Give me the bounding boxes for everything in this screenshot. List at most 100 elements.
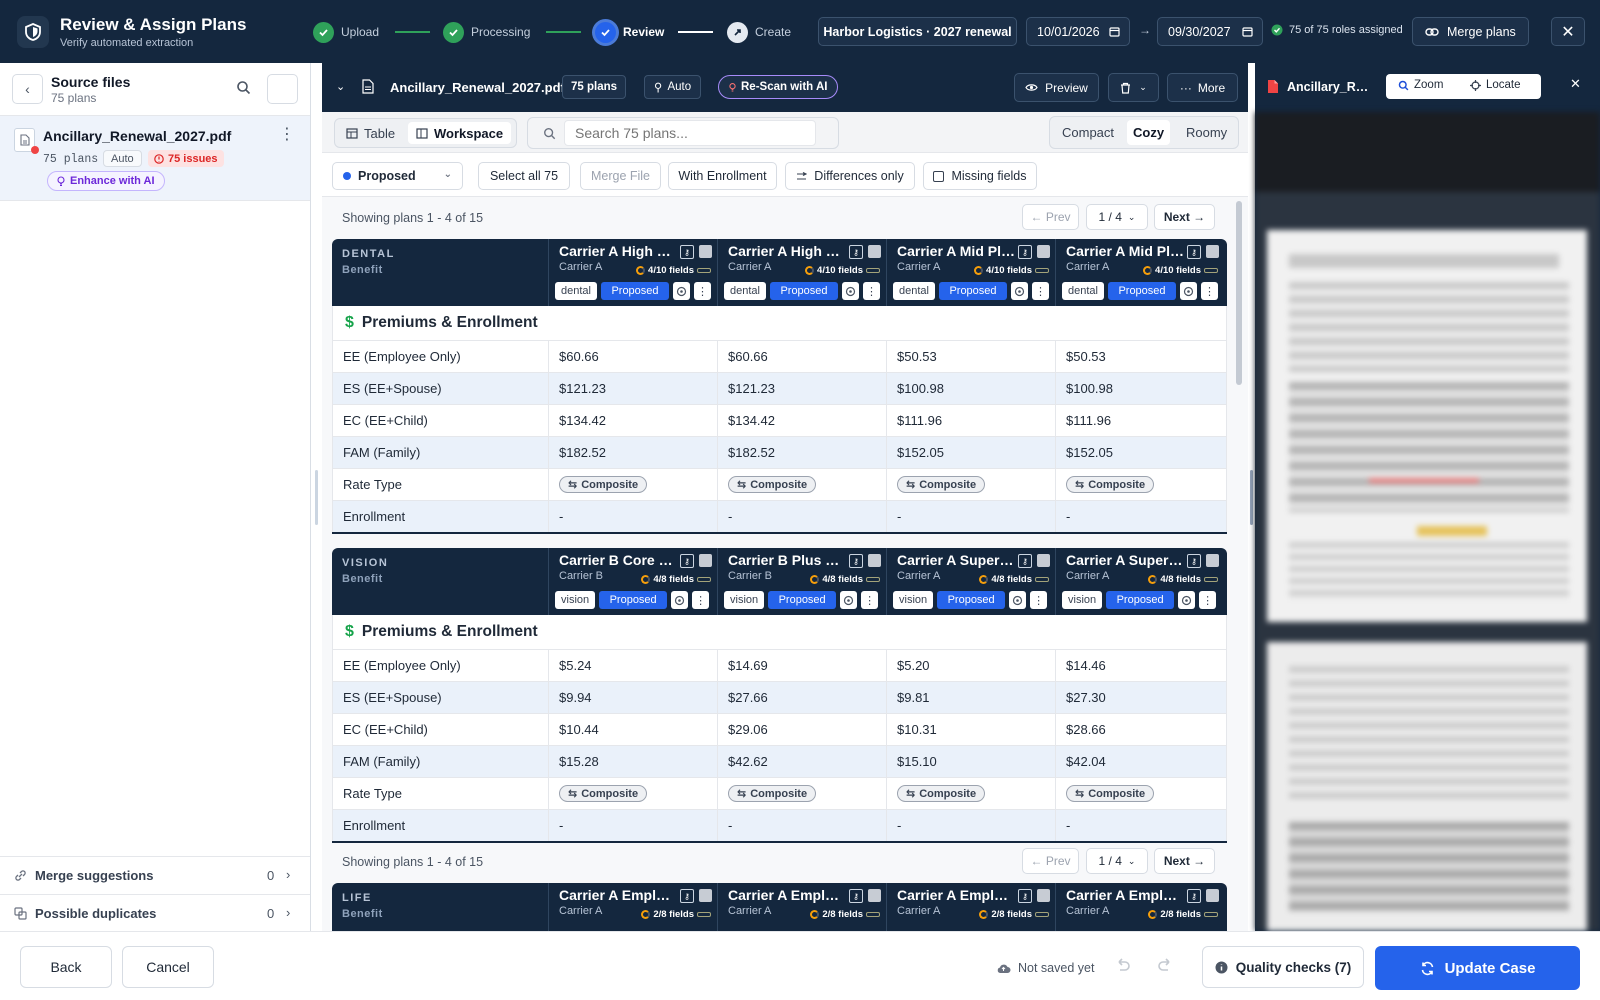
rate-type-pill[interactable]: ⇆ Composite bbox=[1066, 785, 1155, 802]
table-view-tab[interactable]: Table bbox=[339, 122, 402, 144]
rate-cell[interactable]: $29.06 bbox=[717, 714, 886, 745]
plan-column-header[interactable]: Carrier A Employee Life ⚷ Carrier A 2/8 … bbox=[548, 883, 717, 931]
page-select[interactable]: 1 / 4 ⌄ bbox=[1086, 204, 1148, 230]
prev-page-button[interactable]: ← Prev bbox=[1022, 848, 1079, 874]
rate-cell[interactable]: $50.53 bbox=[1055, 341, 1227, 372]
pdf-panel-resize-handle[interactable] bbox=[1250, 470, 1253, 525]
possible-duplicates-row[interactable]: Possible duplicates 0 › bbox=[0, 894, 310, 932]
plan-status-tag[interactable]: Proposed bbox=[768, 591, 837, 609]
lock-icon[interactable]: ⚷ bbox=[1018, 889, 1032, 903]
rate-cell[interactable]: $152.05 bbox=[886, 437, 1055, 468]
settings-icon[interactable] bbox=[1009, 591, 1027, 609]
page-select[interactable]: 1 / 4 ⌄ bbox=[1086, 848, 1148, 874]
density-roomy[interactable]: Roomy bbox=[1186, 125, 1228, 140]
plan-status-tag[interactable]: Proposed bbox=[938, 282, 1007, 300]
rate-type-pill[interactable]: ⇆ Composite bbox=[897, 476, 986, 493]
plan-select-checkbox[interactable] bbox=[699, 245, 712, 258]
client-selector[interactable]: Harbor Logistics · 2027 renewal bbox=[818, 17, 1017, 46]
next-page-button[interactable]: Next → bbox=[1154, 204, 1215, 230]
density-compact[interactable]: Compact bbox=[1062, 125, 1115, 140]
missing-fields-toggle[interactable]: Missing fields bbox=[923, 162, 1037, 190]
rate-type-pill[interactable]: ⇆ Composite bbox=[728, 476, 817, 493]
close-icon[interactable]: ✕ bbox=[1570, 76, 1581, 91]
enrollment-cell[interactable]: - bbox=[886, 501, 1055, 532]
next-page-button[interactable]: Next → bbox=[1154, 848, 1215, 874]
plan-column-header[interactable]: Carrier A Employee Life ⚷ Carrier A 2/8 … bbox=[717, 883, 886, 931]
settings-icon[interactable] bbox=[1178, 591, 1196, 609]
rate-cell[interactable]: $42.62 bbox=[717, 746, 886, 777]
plan-column-header[interactable]: Carrier B Plus Plan ⚷ Carrier B 4/8 fiel… bbox=[717, 548, 886, 615]
plan-status-tag[interactable]: Proposed bbox=[600, 282, 669, 300]
rescan-with-ai-button[interactable]: Re-Scan with AI bbox=[718, 75, 839, 99]
start-date-input[interactable]: 10/01/2026 bbox=[1026, 17, 1130, 46]
merge-file-button[interactable]: Merge File bbox=[580, 162, 661, 190]
plan-column-header[interactable]: Carrier A Employee Life ⚷ Carrier A 2/8 … bbox=[1055, 883, 1224, 931]
plan-select-checkbox[interactable] bbox=[868, 889, 881, 902]
lock-icon[interactable]: ⚷ bbox=[849, 889, 863, 903]
plan-column-header[interactable]: Carrier A Mid Plan ⚷ Carrier A 4/10 fiel… bbox=[1055, 239, 1224, 306]
close-icon[interactable]: ✕ bbox=[1551, 17, 1585, 46]
more-button[interactable]: ··· More bbox=[1167, 73, 1238, 102]
source-file-item[interactable]: Ancillary_Renewal_2027.pdf ⋮ 75 plans Au… bbox=[0, 115, 310, 201]
update-case-button[interactable]: Update Case bbox=[1375, 946, 1580, 990]
search-icon[interactable] bbox=[236, 80, 251, 95]
undo-icon[interactable] bbox=[1114, 957, 1131, 974]
rate-cell[interactable]: $28.66 bbox=[1055, 714, 1227, 745]
plan-status-tag[interactable]: Proposed bbox=[937, 591, 1006, 609]
rate-type-pill[interactable]: ⇆ Composite bbox=[897, 785, 986, 802]
back-button[interactable]: Back bbox=[20, 946, 112, 988]
enrollment-cell[interactable]: - bbox=[1055, 501, 1227, 532]
lock-icon[interactable]: ⚷ bbox=[849, 554, 863, 568]
lock-icon[interactable]: ⚷ bbox=[1187, 245, 1201, 259]
plan-status-tag[interactable]: Proposed bbox=[1107, 282, 1176, 300]
rate-cell[interactable]: $14.46 bbox=[1055, 650, 1227, 681]
plan-column-header[interactable]: Carrier A Super Plan ⚷ Carrier A 4/8 fie… bbox=[886, 548, 1055, 615]
differences-only-toggle[interactable]: Differences only bbox=[785, 162, 915, 190]
plans-scroll-area[interactable]: Showing plans 1 - 4 of 15 ← Prev 1 / 4 ⌄ … bbox=[322, 197, 1248, 931]
rate-type-pill[interactable]: ⇆ Composite bbox=[728, 785, 817, 802]
rate-cell[interactable]: $152.05 bbox=[1055, 437, 1227, 468]
settings-icon[interactable] bbox=[1179, 282, 1197, 300]
rate-cell[interactable]: $14.69 bbox=[717, 650, 886, 681]
settings-icon[interactable] bbox=[672, 282, 690, 300]
add-file-button[interactable] bbox=[267, 74, 298, 104]
rate-cell[interactable]: $15.10 bbox=[886, 746, 1055, 777]
lock-icon[interactable]: ⚷ bbox=[680, 245, 694, 259]
enrollment-cell[interactable]: - bbox=[886, 810, 1055, 841]
rate-cell[interactable]: $100.98 bbox=[886, 373, 1055, 404]
merge-suggestions-row[interactable]: Merge suggestions 0 › bbox=[0, 856, 310, 894]
sidebar-resize-handle[interactable] bbox=[315, 470, 318, 525]
lock-icon[interactable]: ⚷ bbox=[1018, 245, 1032, 259]
lock-icon[interactable]: ⚷ bbox=[680, 554, 694, 568]
step-create[interactable]: Create bbox=[727, 21, 791, 43]
delete-menu-button[interactable]: ⌄ bbox=[1108, 73, 1159, 102]
redo-icon[interactable] bbox=[1157, 957, 1174, 974]
plan-select-checkbox[interactable] bbox=[699, 889, 712, 902]
file-menu-icon[interactable]: ⋮ bbox=[279, 126, 295, 143]
settings-icon[interactable] bbox=[840, 591, 858, 609]
plan-menu-icon[interactable]: ⋮ bbox=[1031, 282, 1049, 300]
collapse-sidebar-button[interactable]: ‹ bbox=[12, 74, 43, 104]
rate-type-pill[interactable]: ⇆ Composite bbox=[1066, 476, 1155, 493]
enrollment-cell[interactable]: - bbox=[717, 810, 886, 841]
plan-menu-icon[interactable]: ⋮ bbox=[693, 282, 711, 300]
rate-cell[interactable]: $182.52 bbox=[548, 437, 717, 468]
plan-select-checkbox[interactable] bbox=[1037, 554, 1050, 567]
chevron-down-icon[interactable]: ⌄ bbox=[336, 81, 346, 93]
step-processing[interactable]: Processing bbox=[443, 21, 530, 43]
plan-status-tag[interactable]: Proposed bbox=[1106, 591, 1175, 609]
plan-select-checkbox[interactable] bbox=[1206, 245, 1219, 258]
plan-column-header[interactable]: Carrier A High Plan ⚷ Carrier A 4/10 fie… bbox=[548, 239, 717, 306]
plan-menu-icon[interactable]: ⋮ bbox=[861, 591, 879, 609]
plan-select-checkbox[interactable] bbox=[699, 554, 712, 567]
plan-select-checkbox[interactable] bbox=[1206, 889, 1219, 902]
workspace-view-tab[interactable]: Workspace bbox=[408, 122, 512, 144]
prev-page-button[interactable]: ← Prev bbox=[1022, 204, 1079, 230]
plan-column-header[interactable]: Carrier A Employee Life ⚷ Carrier A 2/8 … bbox=[886, 883, 1055, 931]
rate-cell[interactable]: $5.24 bbox=[548, 650, 717, 681]
search-input[interactable] bbox=[564, 120, 816, 146]
lock-icon[interactable]: ⚷ bbox=[849, 245, 863, 259]
rate-cell[interactable]: $111.96 bbox=[886, 405, 1055, 436]
density-cozy[interactable]: Cozy bbox=[1127, 120, 1171, 145]
plan-select-checkbox[interactable] bbox=[868, 554, 881, 567]
